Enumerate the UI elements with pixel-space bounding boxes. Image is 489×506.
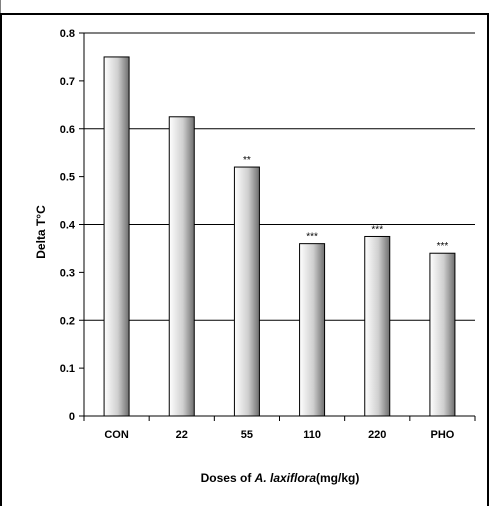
- x-tick-label: 110: [303, 429, 321, 441]
- y-tick-label: 0.2: [60, 315, 75, 327]
- significance-label: ***: [306, 232, 318, 243]
- y-tick-label: 0.6: [60, 124, 75, 136]
- y-tick-labels: 0 0.1 0.2 0.3 0.4 0.5 0.6 0.7 0.8: [60, 28, 76, 423]
- gridlines: [84, 32, 475, 321]
- significance-label: ***: [371, 224, 383, 235]
- x-tick-labels: CON 22 55 110 220 PHO: [104, 429, 454, 441]
- y-tick-label: 0.8: [60, 28, 75, 40]
- x-tick-label: 22: [176, 429, 188, 441]
- x-tick-label: PHO: [430, 429, 454, 441]
- y-axis-label: Delta T°C: [34, 205, 48, 259]
- y-tick-label: 0.7: [60, 76, 75, 88]
- x-axis-label: Doses of A. laxiflora(mg/kg): [201, 471, 360, 485]
- significance-labels: ***********: [243, 155, 448, 252]
- x-tick-label: 55: [241, 429, 253, 441]
- bars: [103, 56, 456, 417]
- bar-pho: [429, 252, 456, 417]
- significance-label: **: [243, 155, 251, 166]
- bar-220: [364, 235, 391, 417]
- bar-con: [103, 56, 130, 417]
- y-tick-label: 0.4: [60, 220, 76, 232]
- y-tick-label: 0.5: [60, 172, 75, 184]
- y-tick-label: 0.1: [60, 363, 75, 375]
- x-axis-label-unit: (mg/kg): [316, 471, 359, 485]
- significance-label: ***: [437, 241, 449, 252]
- bar-22: [168, 116, 195, 417]
- x-tick-label: 220: [368, 429, 386, 441]
- bar-110: [299, 243, 326, 417]
- y-tick-label: 0.3: [60, 267, 75, 279]
- bar-55: [233, 166, 260, 417]
- y-tick-label: 0: [69, 411, 75, 423]
- x-axis-label-prefix: Doses of: [201, 471, 255, 485]
- axes: [79, 32, 476, 421]
- x-tick-label: CON: [104, 429, 129, 441]
- x-axis-label-species: A. laxiflora: [254, 471, 317, 485]
